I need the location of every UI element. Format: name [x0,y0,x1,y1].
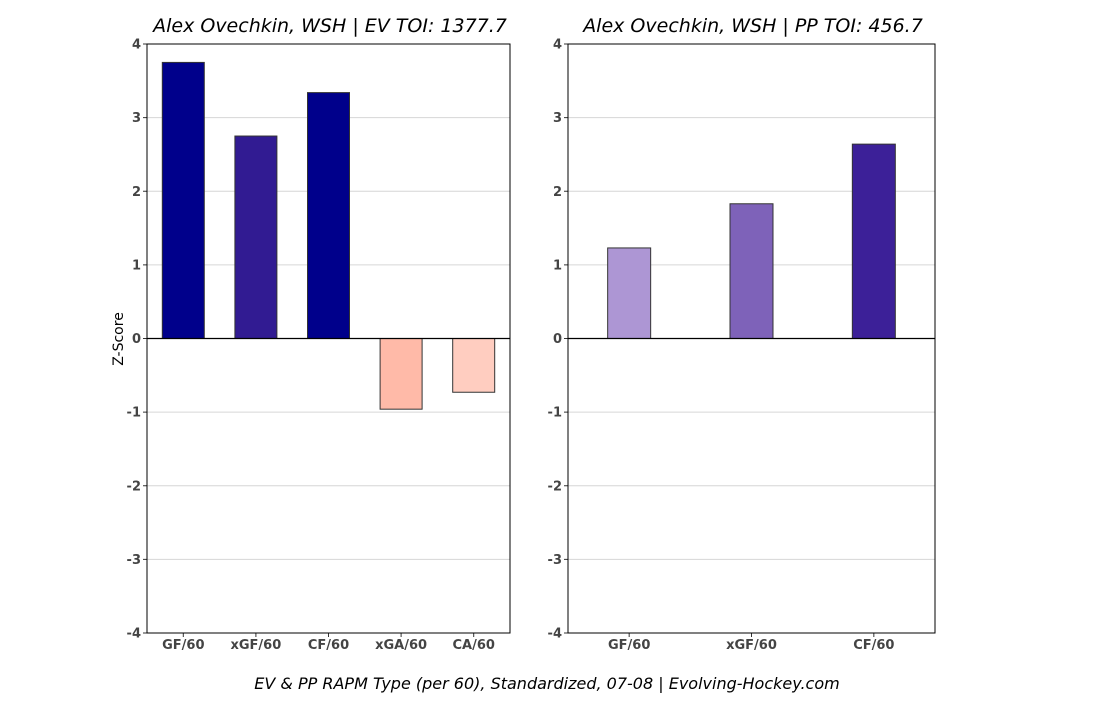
pp-y-tick-label: -4 [548,627,562,642]
pp-panel-title: Alex Ovechkin, WSH | PP TOI: 456.7 [581,15,923,37]
ev-x-tick-label: CF/60 [308,638,349,653]
ev-y-tick-label: -3 [127,553,141,568]
pp-x-tick-label: GF/60 [608,638,650,653]
ev-y-tick-label: -2 [127,479,141,494]
ev-y-tick-label: 0 [132,332,141,347]
pp-bar-gf-per-60 [607,247,652,339]
pp-bar-cf-per-60 [851,143,896,339]
ev-x-tick-label: CA/60 [452,638,494,653]
footer-caption: EV & PP RAPM Type (per 60), Standardized… [254,674,839,693]
pp-x-tick-label: xGF/60 [726,638,777,653]
pp-y-tick-label: -2 [548,479,562,494]
ev-x-tick-label: GF/60 [162,638,204,653]
ev-bar-cf-per-60 [307,92,350,339]
ev-y-tick-label: 1 [132,258,141,273]
ev-y-tick-label: -1 [127,406,141,421]
ev-x-tick-label: xGF/60 [231,638,282,653]
ev-y-tick-label: 3 [132,111,141,126]
pp-y-tick-label: 3 [553,111,562,126]
ev-bar-xgf-per-60 [234,135,278,339]
pp-plot-frame [567,43,936,634]
pp-y-tick-label: 2 [553,185,562,200]
pp-y-tick-label: 4 [553,38,562,53]
ev-plot-frame [146,43,511,634]
ev-bar-ca-per-60 [452,338,496,393]
ev-bar-gf-per-60 [161,61,205,339]
pp-y-tick-label: -1 [548,406,562,421]
pp-y-tick-label: 1 [553,258,562,273]
pp-y-tick-label: 0 [553,332,562,347]
ev-y-tick-label: -4 [127,627,141,642]
ev-panel: Alex Ovechkin, WSH | EV TOI: 1377.7 GF/6… [127,15,511,653]
ev-x-tick-label: xGA/60 [375,638,427,653]
ev-bar-xga-per-60 [379,338,423,410]
pp-bar-xgf-per-60 [729,203,774,339]
pp-x-tick-label: CF/60 [853,638,894,653]
pp-panel: Alex Ovechkin, WSH | PP TOI: 456.7 GF/60… [548,15,936,653]
y-axis-label: Z-Score [111,312,127,366]
ev-y-tick-label: 2 [132,185,141,200]
ev-y-tick-label: 4 [132,38,141,53]
pp-y-tick-label: -3 [548,553,562,568]
ev-panel-title: Alex Ovechkin, WSH | EV TOI: 1377.7 [151,15,507,37]
